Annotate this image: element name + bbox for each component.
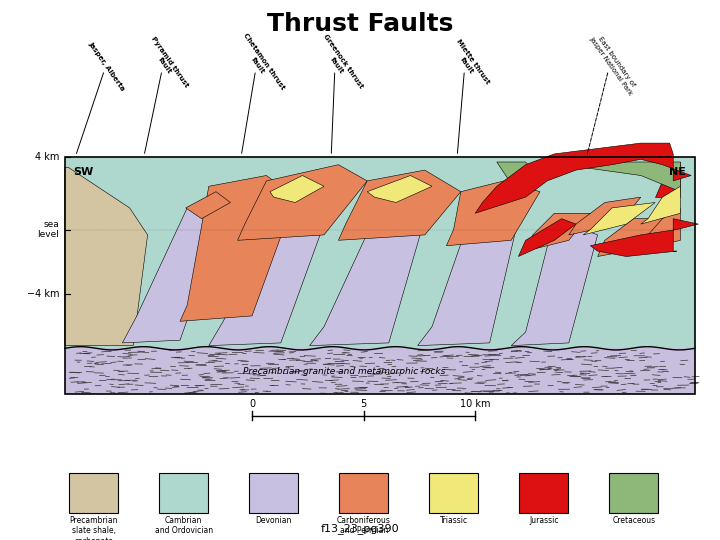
Polygon shape — [310, 202, 425, 346]
Polygon shape — [446, 181, 540, 246]
Polygon shape — [475, 143, 691, 213]
Text: Triassic: Triassic — [440, 516, 468, 525]
Polygon shape — [122, 208, 223, 343]
Text: Precambrian granite and metamorphic rocks: Precambrian granite and metamorphic rock… — [243, 367, 445, 376]
Polygon shape — [569, 197, 641, 235]
Text: Chetamon thrust
fault: Chetamon thrust fault — [236, 32, 286, 95]
Text: Jasper, Alberta: Jasper, Alberta — [88, 40, 126, 91]
Polygon shape — [367, 176, 432, 202]
Bar — [69, 472, 118, 513]
Text: 0: 0 — [249, 399, 255, 409]
Text: 5: 5 — [361, 399, 366, 409]
Text: −4 km: −4 km — [27, 289, 59, 299]
Polygon shape — [186, 192, 230, 219]
Text: Jurassic: Jurassic — [529, 516, 559, 525]
Text: 10 km: 10 km — [460, 399, 490, 409]
Bar — [249, 472, 298, 513]
Text: Cretaceous: Cretaceous — [612, 516, 655, 525]
Text: Carboniferous
and Permian: Carboniferous and Permian — [337, 516, 391, 535]
Polygon shape — [590, 219, 698, 256]
Polygon shape — [270, 176, 324, 202]
Text: East boundary of
Jasper National Park: East boundary of Jasper National Park — [588, 31, 639, 96]
Bar — [159, 472, 208, 513]
Bar — [339, 472, 388, 513]
Text: 4 km: 4 km — [35, 152, 59, 161]
Text: Devonian: Devonian — [256, 516, 292, 525]
Polygon shape — [497, 162, 540, 184]
Text: NE: NE — [670, 167, 686, 178]
Polygon shape — [562, 162, 680, 192]
Polygon shape — [238, 165, 367, 240]
Bar — [65, 157, 695, 394]
Text: Thrust Faults: Thrust Faults — [267, 12, 453, 36]
Polygon shape — [338, 170, 461, 240]
Polygon shape — [209, 208, 324, 346]
Bar — [519, 472, 568, 513]
Text: f13_23_pg390: f13_23_pg390 — [320, 523, 400, 534]
Bar — [65, 157, 695, 394]
Polygon shape — [655, 162, 680, 197]
Bar — [429, 472, 478, 513]
Text: Cambrian
and Ordovician: Cambrian and Ordovician — [155, 516, 213, 535]
Polygon shape — [518, 219, 576, 256]
Text: Pyramid thrust
fault: Pyramid thrust fault — [145, 35, 190, 92]
Polygon shape — [65, 167, 148, 346]
Polygon shape — [418, 202, 518, 346]
Text: Precambrian
slate shale,
carbonate: Precambrian slate shale, carbonate — [70, 516, 118, 540]
Text: Greenock thrust
fault: Greenock thrust fault — [316, 33, 364, 94]
Text: SW: SW — [73, 167, 94, 178]
Polygon shape — [641, 186, 680, 224]
Bar — [65, 348, 695, 394]
Bar — [609, 472, 658, 513]
Text: Miette thrust
fault: Miette thrust fault — [449, 38, 490, 89]
Polygon shape — [583, 202, 655, 235]
Polygon shape — [180, 176, 295, 321]
Polygon shape — [598, 219, 677, 256]
Polygon shape — [526, 213, 590, 251]
Polygon shape — [511, 219, 598, 346]
Polygon shape — [634, 208, 680, 251]
Text: sea
level: sea level — [37, 220, 59, 239]
